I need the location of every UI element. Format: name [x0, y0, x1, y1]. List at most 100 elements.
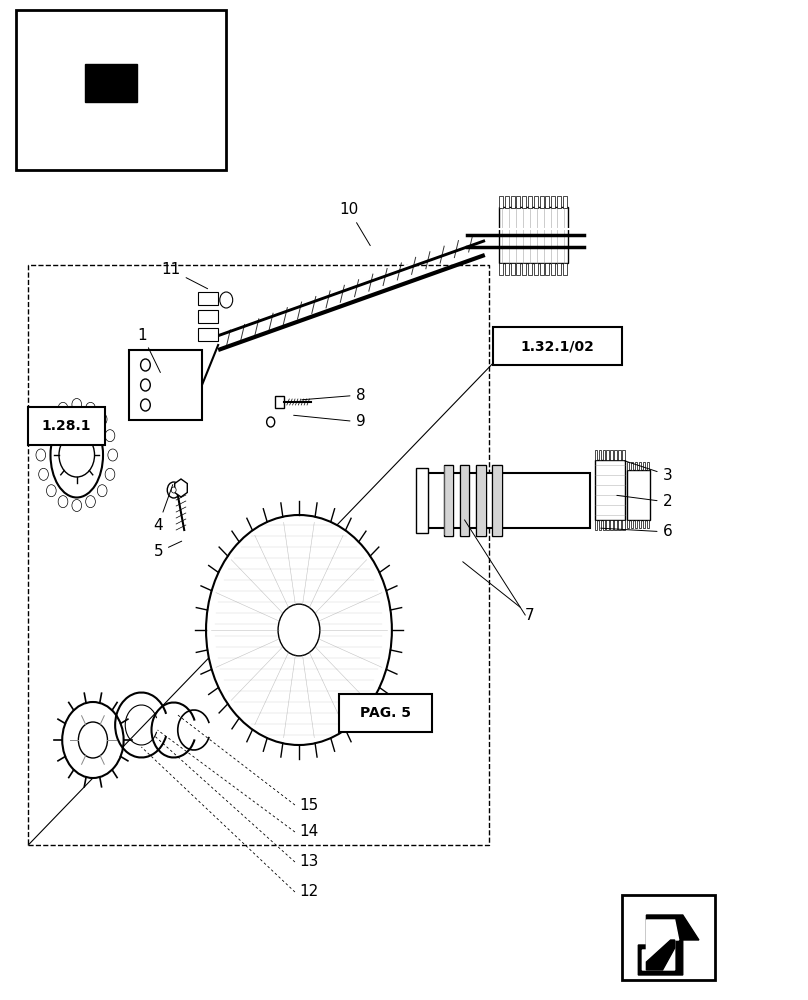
- Bar: [639, 520, 641, 528]
- Circle shape: [39, 468, 48, 480]
- Bar: [647, 520, 649, 528]
- Bar: [198, 328, 218, 341]
- Circle shape: [105, 430, 115, 442]
- Bar: [607, 450, 609, 460]
- Bar: [557, 196, 561, 208]
- Text: 1.28.1: 1.28.1: [41, 419, 91, 433]
- Bar: [540, 196, 544, 208]
- Bar: [528, 262, 532, 274]
- Bar: [610, 450, 612, 460]
- Bar: [635, 462, 637, 470]
- Bar: [444, 466, 452, 534]
- FancyBboxPatch shape: [339, 694, 432, 732]
- Bar: [607, 520, 609, 530]
- Circle shape: [86, 402, 95, 414]
- Bar: [627, 470, 650, 520]
- Bar: [198, 310, 218, 323]
- Circle shape: [78, 722, 107, 758]
- Circle shape: [141, 399, 150, 411]
- Text: 8: 8: [301, 387, 365, 402]
- Bar: [643, 520, 645, 528]
- Bar: [540, 262, 544, 274]
- Bar: [522, 262, 526, 274]
- Bar: [643, 462, 645, 470]
- Circle shape: [97, 413, 107, 425]
- Circle shape: [58, 496, 68, 508]
- Bar: [499, 208, 567, 262]
- Bar: [534, 196, 538, 208]
- Ellipse shape: [278, 604, 320, 656]
- Circle shape: [47, 413, 57, 425]
- Bar: [631, 520, 633, 528]
- Bar: [551, 262, 555, 274]
- Circle shape: [220, 292, 233, 308]
- Text: 11: 11: [162, 262, 208, 289]
- Circle shape: [171, 487, 176, 493]
- Bar: [618, 450, 621, 460]
- FancyBboxPatch shape: [28, 407, 105, 445]
- Bar: [614, 520, 617, 530]
- Bar: [275, 396, 284, 408]
- Ellipse shape: [206, 515, 392, 745]
- Bar: [631, 462, 633, 470]
- Bar: [476, 464, 486, 536]
- Bar: [618, 520, 621, 530]
- Text: 3: 3: [625, 461, 672, 483]
- Bar: [622, 895, 715, 980]
- Text: 14: 14: [299, 824, 318, 840]
- Bar: [499, 196, 503, 208]
- Bar: [595, 520, 597, 530]
- Bar: [460, 464, 469, 536]
- Circle shape: [39, 430, 48, 442]
- FancyBboxPatch shape: [493, 327, 622, 365]
- Bar: [28, 265, 489, 845]
- Bar: [599, 450, 601, 460]
- Text: 4: 4: [154, 485, 173, 532]
- Bar: [557, 262, 561, 274]
- Text: 10: 10: [339, 202, 370, 246]
- Bar: [595, 450, 597, 460]
- Bar: [563, 262, 567, 274]
- Bar: [528, 196, 532, 208]
- Bar: [516, 262, 520, 274]
- Bar: [599, 520, 601, 530]
- Bar: [516, 196, 520, 208]
- Bar: [493, 466, 501, 534]
- Circle shape: [141, 359, 150, 371]
- Polygon shape: [646, 940, 675, 970]
- Circle shape: [72, 398, 82, 410]
- Bar: [614, 450, 617, 460]
- Circle shape: [72, 499, 82, 511]
- Circle shape: [167, 482, 180, 498]
- Bar: [639, 462, 641, 470]
- Text: 12: 12: [299, 884, 318, 900]
- Text: PAG. 5: PAG. 5: [360, 706, 411, 720]
- Text: 1: 1: [137, 328, 160, 373]
- Circle shape: [108, 449, 118, 461]
- FancyBboxPatch shape: [129, 350, 202, 420]
- Bar: [647, 462, 649, 470]
- Bar: [603, 450, 605, 460]
- Text: 7: 7: [463, 562, 535, 622]
- Text: 1.32.1/02: 1.32.1/02: [520, 339, 595, 353]
- Bar: [551, 196, 555, 208]
- Bar: [461, 466, 469, 534]
- Bar: [534, 262, 538, 274]
- Circle shape: [141, 379, 150, 391]
- Bar: [511, 196, 515, 208]
- Bar: [522, 196, 526, 208]
- Bar: [85, 64, 137, 102]
- Bar: [444, 464, 453, 536]
- Polygon shape: [642, 920, 679, 970]
- Circle shape: [47, 485, 57, 497]
- Bar: [545, 262, 549, 274]
- Bar: [563, 196, 567, 208]
- Bar: [627, 462, 629, 470]
- Bar: [622, 520, 625, 530]
- Text: 2: 2: [617, 494, 672, 510]
- Text: 13: 13: [299, 854, 318, 869]
- Bar: [499, 262, 503, 274]
- Bar: [603, 520, 605, 530]
- Bar: [635, 520, 637, 528]
- Bar: [595, 460, 625, 520]
